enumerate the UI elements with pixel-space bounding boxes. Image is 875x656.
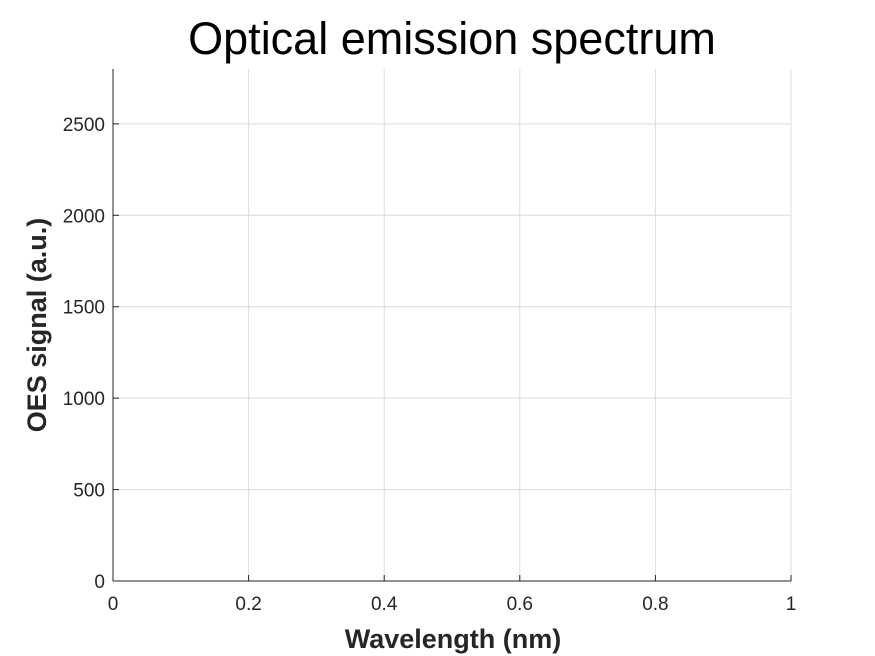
x-tick-label: 0.4 <box>371 594 398 615</box>
chart-title: Optical emission spectrum <box>188 13 716 64</box>
x-ticks: 0 0.2 0.4 0.6 0.8 1 <box>108 575 797 615</box>
y-tick-label: 2000 <box>63 206 105 227</box>
grid-lines <box>113 69 792 581</box>
y-tick-label: 2500 <box>63 115 105 136</box>
x-tick-label: 1 <box>786 594 797 615</box>
y-ticks: 0 500 1000 1500 2000 2500 <box>63 115 119 593</box>
x-axis-label: Wavelength (nm) <box>345 624 562 654</box>
y-tick-label: 1500 <box>63 298 105 319</box>
y-tick-label: 0 <box>94 572 105 593</box>
x-tick-label: 0.6 <box>507 594 533 615</box>
x-tick-label: 0.2 <box>235 594 261 615</box>
axes <box>112 69 791 582</box>
y-tick-label: 1000 <box>63 389 105 410</box>
y-axis-label: OES signal (a.u.) <box>22 218 52 433</box>
x-tick-label: 0 <box>108 594 119 615</box>
x-tick-label: 0.8 <box>642 594 668 615</box>
y-tick-label: 500 <box>73 481 105 502</box>
